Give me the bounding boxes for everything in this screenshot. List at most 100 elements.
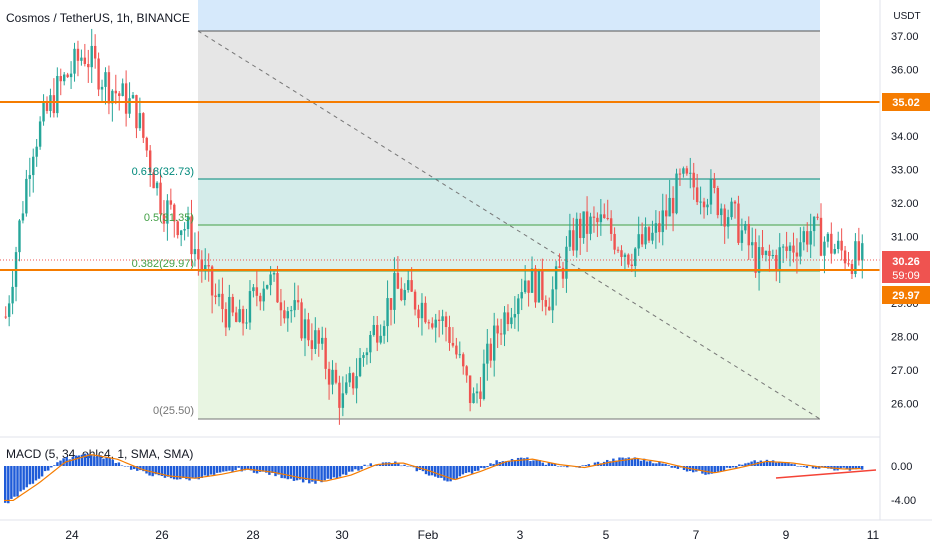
candle-body: [186, 216, 190, 230]
fibonacci-zones: [197, 0, 821, 420]
macd-bar: [93, 456, 96, 466]
macd-bar: [682, 466, 686, 471]
macd-bar: [400, 465, 403, 467]
candle-body: [806, 231, 809, 245]
candle-body: [386, 298, 389, 327]
macd-bar: [587, 464, 591, 466]
macd-bar: [240, 466, 243, 472]
candle-body: [410, 280, 413, 292]
macd-bar: [738, 464, 741, 466]
candle-body: [49, 95, 52, 111]
macd-bar: [332, 466, 336, 478]
candle-body: [221, 293, 224, 310]
macd-bar: [621, 457, 624, 466]
candle-body: [76, 48, 80, 61]
candle-body: [523, 280, 527, 293]
macd-tick-neg4: -4.00: [891, 495, 916, 507]
fib-zone-500: [198, 225, 820, 271]
candle-body: [651, 232, 654, 241]
macd-bar: [532, 460, 535, 466]
candle-body: [558, 266, 561, 268]
time-tick: 24: [65, 528, 79, 542]
candle-body: [190, 216, 193, 255]
macd-bar: [489, 463, 492, 466]
macd-bar: [335, 466, 339, 479]
macd-bar: [13, 466, 16, 497]
macd-bar: [348, 466, 351, 472]
candle-body: [104, 72, 107, 87]
price-tick: 37.00: [891, 31, 919, 43]
candle-body: [589, 216, 592, 234]
macd-bar: [326, 466, 329, 479]
candle-body: [427, 322, 431, 324]
macd-bar: [286, 466, 290, 480]
time-axis[interactable]: 24 26 28 30 Feb 3 5 7 9 11: [65, 528, 879, 542]
candle-body: [716, 188, 720, 216]
macd-bar: [77, 455, 81, 466]
candle-body: [424, 302, 427, 323]
macd-bar: [566, 466, 569, 468]
macd-bar: [753, 460, 756, 466]
macd-bar: [799, 466, 802, 467]
macd-bar: [360, 466, 363, 470]
candle-body: [128, 98, 131, 114]
macd-bar: [593, 462, 597, 466]
candle-body: [761, 247, 764, 256]
candle-body: [737, 203, 740, 243]
macd-bar: [728, 466, 732, 469]
candle-body: [365, 352, 369, 356]
price-tick: 27.00: [891, 365, 919, 377]
macd-bar: [10, 466, 13, 499]
candle-body: [7, 303, 11, 317]
macd-bar: [283, 466, 286, 479]
macd-bar: [446, 466, 449, 482]
badge-29-97-text: 29.97: [892, 290, 920, 302]
candle-body: [620, 250, 623, 257]
macd-bar: [86, 453, 90, 466]
candle-body: [785, 246, 788, 251]
macd-bar: [501, 461, 505, 466]
candle-body: [362, 355, 365, 358]
macd-bar: [271, 466, 274, 473]
macd-bar: [538, 460, 541, 466]
macd-trendline[interactable]: [775, 469, 877, 479]
macd-bar: [541, 462, 544, 466]
price-tick: 33.00: [891, 165, 919, 177]
macd-bar: [139, 466, 142, 471]
macd-bar: [673, 466, 677, 468]
macd-bar: [440, 466, 443, 478]
macd-bar: [25, 466, 28, 488]
macd-bar: [246, 466, 250, 470]
macd-bar: [397, 462, 400, 466]
candle-body: [431, 323, 434, 328]
macd-bar: [166, 466, 170, 477]
macd-bar: [301, 466, 305, 483]
candle-body: [713, 179, 716, 189]
candle-body: [18, 220, 21, 253]
candle-body: [627, 254, 630, 265]
candle-body: [499, 333, 503, 335]
macd-bar: [90, 454, 93, 466]
candle-body: [35, 146, 38, 157]
candle-body: [830, 233, 833, 254]
macd-bar: [618, 457, 621, 466]
macd-bar: [53, 465, 56, 466]
macd-bar: [59, 460, 62, 466]
candle-body: [520, 292, 523, 299]
macd-bar: [22, 466, 25, 490]
candle-body: [609, 218, 613, 234]
candle-body: [45, 102, 49, 111]
macd-bar: [197, 466, 200, 480]
macd-bar: [535, 459, 538, 466]
macd-bar: [179, 466, 182, 480]
macd-bar: [68, 459, 71, 466]
candle-body: [28, 175, 32, 179]
macd-bar: [526, 457, 529, 466]
macd-bar: [719, 466, 723, 472]
fib-trendline: [197, 30, 821, 420]
macd-bar: [793, 464, 796, 466]
candle-body: [118, 93, 121, 96]
candle-body: [465, 366, 468, 376]
candle-body: [207, 265, 210, 267]
